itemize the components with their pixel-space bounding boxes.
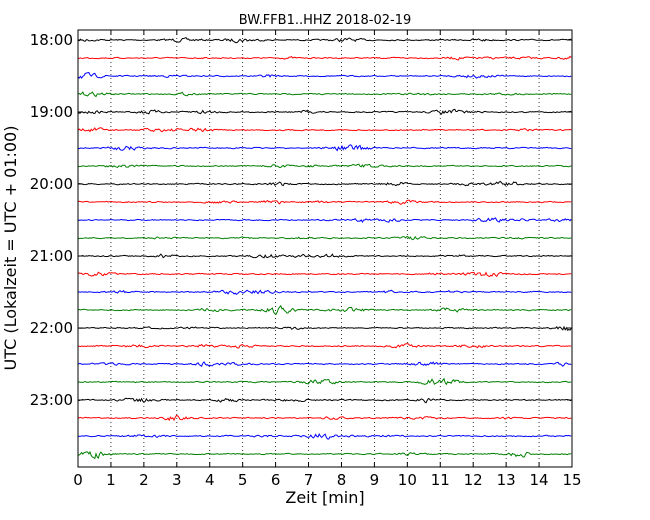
seismogram-trace xyxy=(77,37,572,44)
seismogram-trace xyxy=(77,55,572,61)
seismogram-trace xyxy=(77,414,572,422)
seismogram-trace xyxy=(77,180,572,187)
x-tick-label: 13 xyxy=(497,471,516,489)
seismogram-trace xyxy=(77,217,572,224)
x-tick-label: 6 xyxy=(271,471,281,489)
seismogram-trace xyxy=(77,127,572,133)
seismogram-trace xyxy=(77,253,572,259)
y-tick-label: 20:00 xyxy=(30,175,73,193)
x-tick-label: 8 xyxy=(337,471,347,489)
seismogram-traces xyxy=(77,37,572,460)
x-tick-label: 3 xyxy=(172,471,182,489)
x-tick-label: 0 xyxy=(73,471,83,489)
y-tick-label: 22:00 xyxy=(30,319,73,337)
chart-title: BW.FFB1..HHZ 2018-02-19 xyxy=(239,13,412,28)
y-axis-label: UTC (Lokalzeit = UTC + 01:00) xyxy=(1,126,20,371)
plot-frame xyxy=(77,29,573,468)
x-tick-label: 7 xyxy=(304,471,314,489)
seismogram-trace xyxy=(77,289,572,296)
seismogram-trace xyxy=(77,199,572,206)
x-gridlines xyxy=(110,30,540,467)
seismogram-trace xyxy=(77,163,572,168)
y-tick-label: 18:00 xyxy=(30,31,73,49)
seismogram-trace xyxy=(77,91,572,98)
y-axis-ticks: 18:00 19:00 20:00 21:00 22:00 23:00 xyxy=(30,31,572,409)
seismogram-trace xyxy=(77,71,572,79)
seismogram-trace xyxy=(77,361,572,367)
y-tick-label: 19:00 xyxy=(30,103,73,121)
x-tick-label: 10 xyxy=(398,471,417,489)
x-axis-label: Zeit [min] xyxy=(285,488,364,507)
x-tick-label: 14 xyxy=(530,471,549,489)
seismogram-trace xyxy=(77,108,572,115)
seismogram-trace xyxy=(77,325,572,331)
x-tick-label: 11 xyxy=(431,471,450,489)
seismogram-trace xyxy=(77,377,572,386)
y-tick-label: 21:00 xyxy=(30,247,73,265)
seismogram-trace xyxy=(77,450,572,460)
x-tick-label: 4 xyxy=(205,471,215,489)
x-tick-label: 2 xyxy=(139,471,149,489)
seismogram-trace xyxy=(77,304,572,315)
seismogram-trace xyxy=(77,235,572,241)
y-tick-label: 23:00 xyxy=(30,391,73,409)
seismogram-trace xyxy=(77,433,572,440)
seismogram-trace xyxy=(77,144,572,152)
x-tick-label: 1 xyxy=(106,471,116,489)
x-tick-label: 5 xyxy=(238,471,248,489)
x-axis-ticks: 0 1 2 3 4 5 6 7 8 9 10 11 12 13 14 15 xyxy=(73,30,582,489)
seismogram-trace xyxy=(77,397,572,404)
seismogram-trace xyxy=(77,271,572,278)
x-tick-label: 9 xyxy=(370,471,380,489)
seismogram-trace xyxy=(77,343,572,349)
x-tick-label: 12 xyxy=(464,471,483,489)
x-tick-label: 15 xyxy=(562,471,581,489)
